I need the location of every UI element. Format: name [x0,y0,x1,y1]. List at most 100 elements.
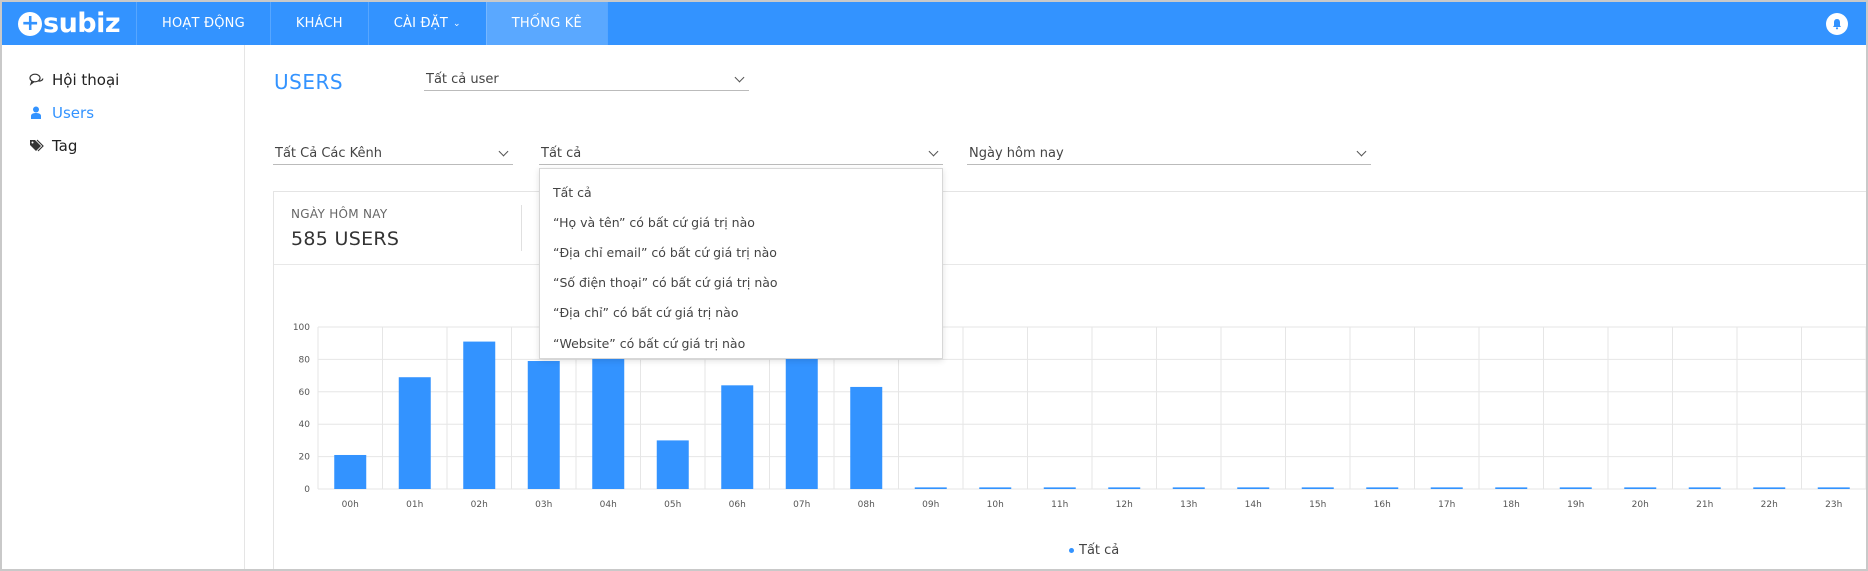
x-tick-label: 19h [1567,500,1584,510]
x-tick-label: 06h [729,500,746,510]
channel-filter-select[interactable]: Tất Cả Các Kênh [273,143,513,165]
bar [1624,487,1657,489]
tag-icon [28,138,44,154]
top-navbar: + subiz HOẠT ĐỘNG KHÁCH CÀI ĐẶT ⌄ THỐNG K… [2,2,1866,45]
bar [656,440,689,489]
page-title: USERS [274,70,344,94]
nav-cai-dat[interactable]: CÀI ĐẶT ⌄ [367,2,486,45]
bar [1753,487,1786,489]
y-tick-label: 0 [304,485,310,495]
bar [1688,487,1721,489]
x-tick-label: 02h [471,500,488,510]
x-tick-label: 10h [987,500,1004,510]
x-tick-label: 22h [1761,500,1778,510]
bar [785,356,818,489]
bar [1108,487,1141,489]
y-tick-label: 100 [293,323,310,333]
x-tick-label: 23h [1825,500,1842,510]
chart-legend[interactable]: Tất cả [1069,543,1119,558]
date-filter-select[interactable]: Ngày hôm nay [967,143,1371,165]
y-tick-label: 40 [299,420,311,430]
nav-label: THỐNG KÊ [511,16,582,31]
chat-bubbles-icon [28,72,44,88]
bar [1430,487,1463,489]
summary-value: 585 USERS [291,228,400,250]
bar [527,361,560,489]
bar [592,356,625,489]
nav-label: CÀI ĐẶT [393,16,448,31]
x-tick-label: 08h [858,500,875,510]
bar [1237,487,1270,489]
divider [274,264,1866,265]
logo-text: subiz [43,8,121,39]
sidebar-item-users[interactable]: Users [2,96,244,129]
bar [1495,487,1528,489]
nav-hoat-dong[interactable]: HOẠT ĐỘNG [136,2,270,45]
dropdown-option[interactable]: “Địa chỉ email” có bất cứ giá trị nào [553,244,777,260]
bar [1559,487,1592,489]
dropdown-option[interactable]: “Website” có bất cứ giá trị nào [553,335,746,351]
dropdown-option[interactable]: “Địa chỉ” có bất cứ giá trị nào [553,305,739,321]
x-tick-label: 01h [406,500,423,510]
plus-logo-icon: + [18,11,42,36]
x-tick-label: 03h [535,500,552,510]
x-tick-label: 21h [1696,500,1713,510]
sidebar-item-hoi-thoai[interactable]: Hội thoại [2,63,244,96]
bar [1043,487,1076,489]
x-tick-label: 05h [664,500,681,510]
x-tick-label: 13h [1180,500,1197,510]
legend-label: Tất cả [1079,543,1120,558]
user-icon [28,105,44,121]
bar [334,454,367,489]
user-filter-select[interactable]: Tất cả user [424,69,749,91]
logo[interactable]: + subiz [2,2,136,45]
divider [521,205,522,251]
dropdown-option[interactable]: “Họ và tên” có bất cứ giá trị nào [553,214,755,230]
bar [850,386,883,489]
x-tick-label: 15h [1309,500,1326,510]
x-tick-label: 09h [922,500,939,510]
y-tick-label: 80 [299,355,311,365]
bar [398,377,431,489]
sidebar-item-label: Hội thoại [52,70,120,89]
x-tick-label: 07h [793,500,810,510]
sidebar-item-label: Users [52,103,95,122]
x-tick-label: 12h [1116,500,1133,510]
nav-thong-ke[interactable]: THỐNG KÊ [485,2,607,45]
select-value: Tất cả [541,146,582,161]
sidebar-item-tag[interactable]: Tag [2,129,244,162]
y-tick-label: 60 [299,388,311,398]
bar [1172,487,1205,489]
sidebar: Hội thoại Users Tag [2,45,245,569]
stats-card: NGÀY HÔM NAY 585 USERS [273,191,1866,569]
bar [914,487,947,489]
summary-label: NGÀY HÔM NAY [291,207,388,221]
sidebar-item-label: Tag [52,136,78,155]
chevron-down-icon: ⌄ [452,18,461,29]
nav-label: HOẠT ĐỘNG [162,16,245,31]
bar [1366,487,1399,489]
select-value: Tất cả user [426,72,499,87]
nav-label: KHÁCH [295,16,343,31]
x-tick-label: 14h [1245,500,1262,510]
x-tick-label: 00h [342,500,359,510]
x-tick-label: 17h [1438,500,1455,510]
legend-dot-icon [1069,548,1074,553]
bar [721,385,754,489]
y-tick-label: 20 [299,453,311,463]
x-tick-label: 16h [1374,500,1391,510]
x-tick-label: 20h [1632,500,1649,510]
x-tick-label: 18h [1503,500,1520,510]
nav-khach[interactable]: KHÁCH [269,2,368,45]
x-tick-label: 11h [1051,500,1068,510]
attribute-filter-select[interactable]: Tất cả [539,143,943,165]
dropdown-option[interactable]: “Số điện thoại” có bất cứ giá trị nào [553,275,778,291]
bell-glyph [1833,18,1841,29]
select-value: Tất Cả Các Kênh [275,146,382,161]
dropdown-option[interactable]: Tất cả [553,184,592,200]
bar [1817,487,1850,489]
bell-icon[interactable] [1826,12,1848,35]
x-tick-label: 04h [600,500,617,510]
